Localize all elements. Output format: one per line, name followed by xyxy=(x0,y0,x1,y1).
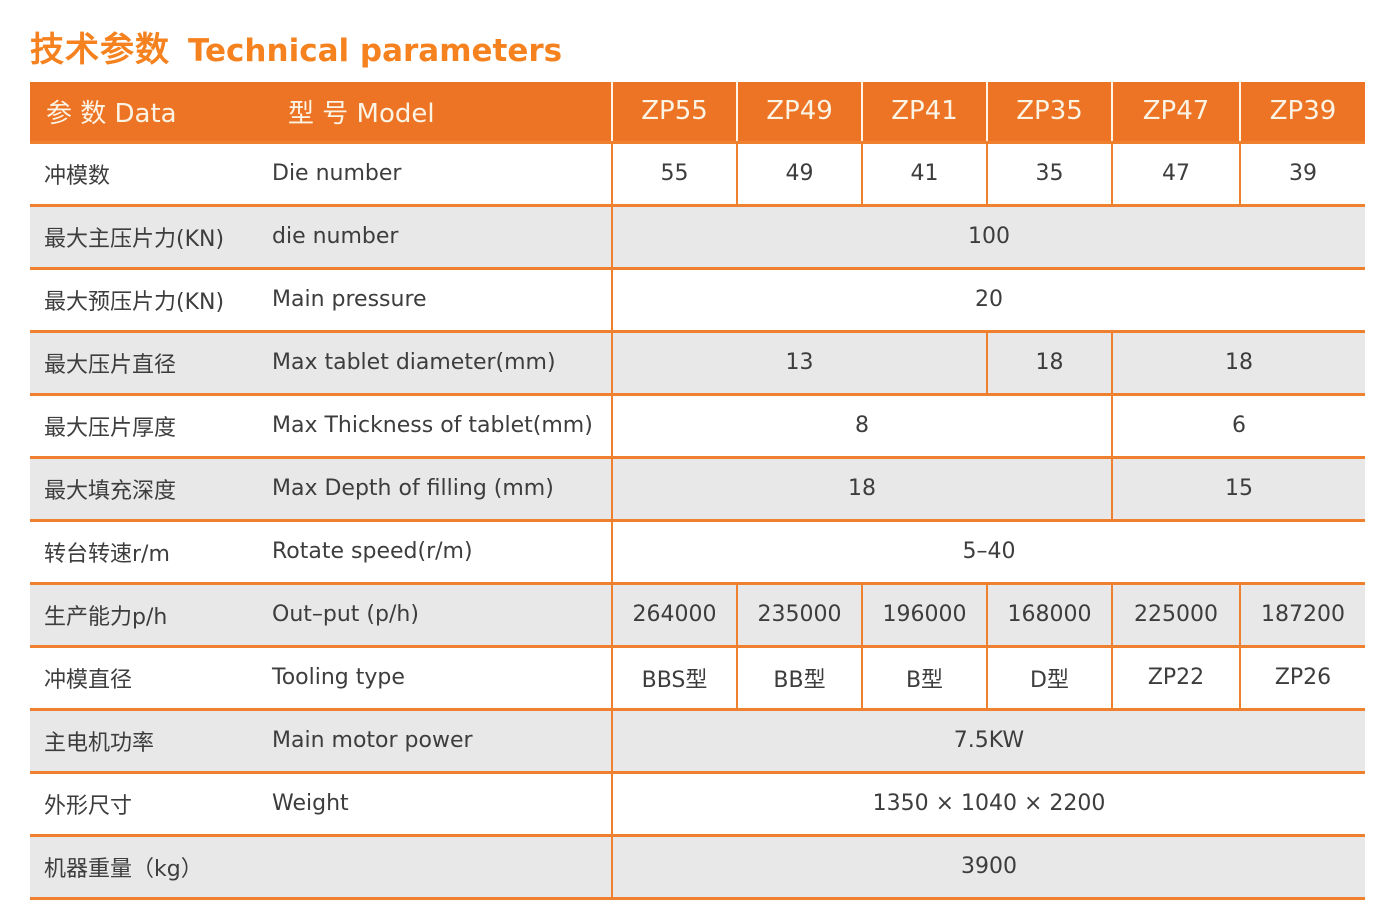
value-cell: 196000 xyxy=(861,583,987,646)
header-model: 型 号 Model xyxy=(272,82,612,142)
page-title-en: Technical parameters xyxy=(188,33,563,69)
table-row: 生产能力p/h Out–put (p/h) 264000 235000 1960… xyxy=(30,583,1365,646)
value-cell: 55 xyxy=(611,142,737,205)
header-model-zp35: ZP35 xyxy=(986,82,1112,142)
value-cell: 187200 xyxy=(1239,583,1365,646)
value-cell: 168000 xyxy=(986,583,1112,646)
value-cell: 235000 xyxy=(736,583,862,646)
value-cell: 15 xyxy=(1111,457,1365,520)
param-cn: 最大压片直径 xyxy=(44,352,177,378)
param-cn: 外形尺寸 xyxy=(44,793,133,819)
header-model-zp49: ZP49 xyxy=(736,82,862,142)
param-cn: 最大压片厚度 xyxy=(44,415,177,441)
table-row: 最大压片厚度 Max Thickness of tablet(mm) 8 6 xyxy=(30,394,1365,457)
page-title-cn: 技术参数 xyxy=(30,30,170,70)
value-cell: 18 xyxy=(1111,331,1365,394)
value-cell: BBS型 xyxy=(611,646,737,709)
value-cell: 39 xyxy=(1239,142,1365,205)
param-cn: 最大填充深度 xyxy=(44,478,177,504)
param-en: Weight xyxy=(272,791,349,816)
param-cn: 生产能力p/h xyxy=(44,604,168,630)
param-en: Max tablet diameter(mm) xyxy=(272,350,556,375)
header-model-zp55: ZP55 xyxy=(611,82,737,142)
value-cell: 100 xyxy=(611,205,1365,268)
param-cn: 机器重量（kg） xyxy=(44,856,203,882)
value-cell: 7.5KW xyxy=(611,709,1365,772)
table-row: 机器重量（kg） 3900 xyxy=(30,835,1365,898)
param-en: Rotate speed(r/m) xyxy=(272,539,473,564)
value-cell: 35 xyxy=(986,142,1112,205)
param-cn: 冲模数 xyxy=(44,163,111,189)
table-row: 最大压片直径 Max tablet diameter(mm) 13 18 18 xyxy=(30,331,1365,394)
param-en: die number xyxy=(272,224,399,249)
table-row: 冲模直径 Tooling type BBS型 BB型 B型 D型 ZP22 ZP… xyxy=(30,646,1365,709)
value-cell: 47 xyxy=(1111,142,1240,205)
param-en: Main motor power xyxy=(272,728,473,753)
table-row: 转台转速r/m Rotate speed(r/m) 5–40 xyxy=(30,520,1365,583)
table-row: 冲模数 Die number 55 49 41 35 47 39 xyxy=(30,142,1365,205)
value-cell: 225000 xyxy=(1111,583,1240,646)
param-en: Max Depth of filling (mm) xyxy=(272,476,554,501)
value-cell: 5–40 xyxy=(611,520,1365,583)
param-cn: 最大主压片力(KN) xyxy=(44,226,225,252)
value-cell: 3900 xyxy=(611,835,1365,898)
param-cn: 转台转速r/m xyxy=(44,541,170,567)
value-cell: 13 xyxy=(611,331,987,394)
header-model-zp39: ZP39 xyxy=(1239,82,1365,142)
value-cell: 6 xyxy=(1111,394,1365,457)
value-cell: 1350 × 1040 × 2200 xyxy=(611,772,1365,835)
page-title: 技术参数 Technical parameters xyxy=(30,22,562,71)
value-cell: 8 xyxy=(611,394,1112,457)
value-cell: 264000 xyxy=(611,583,737,646)
param-en: Main pressure xyxy=(272,287,427,312)
value-cell: B型 xyxy=(861,646,987,709)
param-cn: 最大预压片力(KN) xyxy=(44,289,225,315)
value-cell: 20 xyxy=(611,268,1365,331)
value-cell: 18 xyxy=(611,457,1112,520)
header-model-zp47: ZP47 xyxy=(1111,82,1240,142)
value-cell: 18 xyxy=(986,331,1112,394)
header-param-data: 参 数 Data xyxy=(30,82,272,142)
value-cell: ZP26 xyxy=(1239,646,1365,709)
table-row: 最大主压片力(KN) die number 100 xyxy=(30,205,1365,268)
table-header-row: 参 数 Data 型 号 Model ZP55 ZP49 ZP41 ZP35 Z… xyxy=(30,82,1365,142)
header-model-zp41: ZP41 xyxy=(861,82,987,142)
table-row: 外形尺寸 Weight 1350 × 1040 × 2200 xyxy=(30,772,1365,835)
value-cell: 41 xyxy=(861,142,987,205)
value-cell: ZP22 xyxy=(1111,646,1240,709)
table-row: 主电机功率 Main motor power 7.5KW xyxy=(30,709,1365,772)
param-en: Die number xyxy=(272,161,402,186)
value-cell: BB型 xyxy=(736,646,862,709)
value-cell: D型 xyxy=(986,646,1112,709)
param-cn: 主电机功率 xyxy=(44,730,155,756)
value-cell: 49 xyxy=(736,142,862,205)
param-cn: 冲模直径 xyxy=(44,667,133,693)
table-row: 最大预压片力(KN) Main pressure 20 xyxy=(30,268,1365,331)
param-en: Tooling type xyxy=(272,665,405,690)
table-row: 最大填充深度 Max Depth of filling (mm) 18 15 xyxy=(30,457,1365,520)
param-en: Max Thickness of tablet(mm) xyxy=(272,413,593,438)
technical-parameters-table: 参 数 Data 型 号 Model ZP55 ZP49 ZP41 ZP35 Z… xyxy=(30,82,1365,900)
param-en: Out–put (p/h) xyxy=(272,602,419,627)
